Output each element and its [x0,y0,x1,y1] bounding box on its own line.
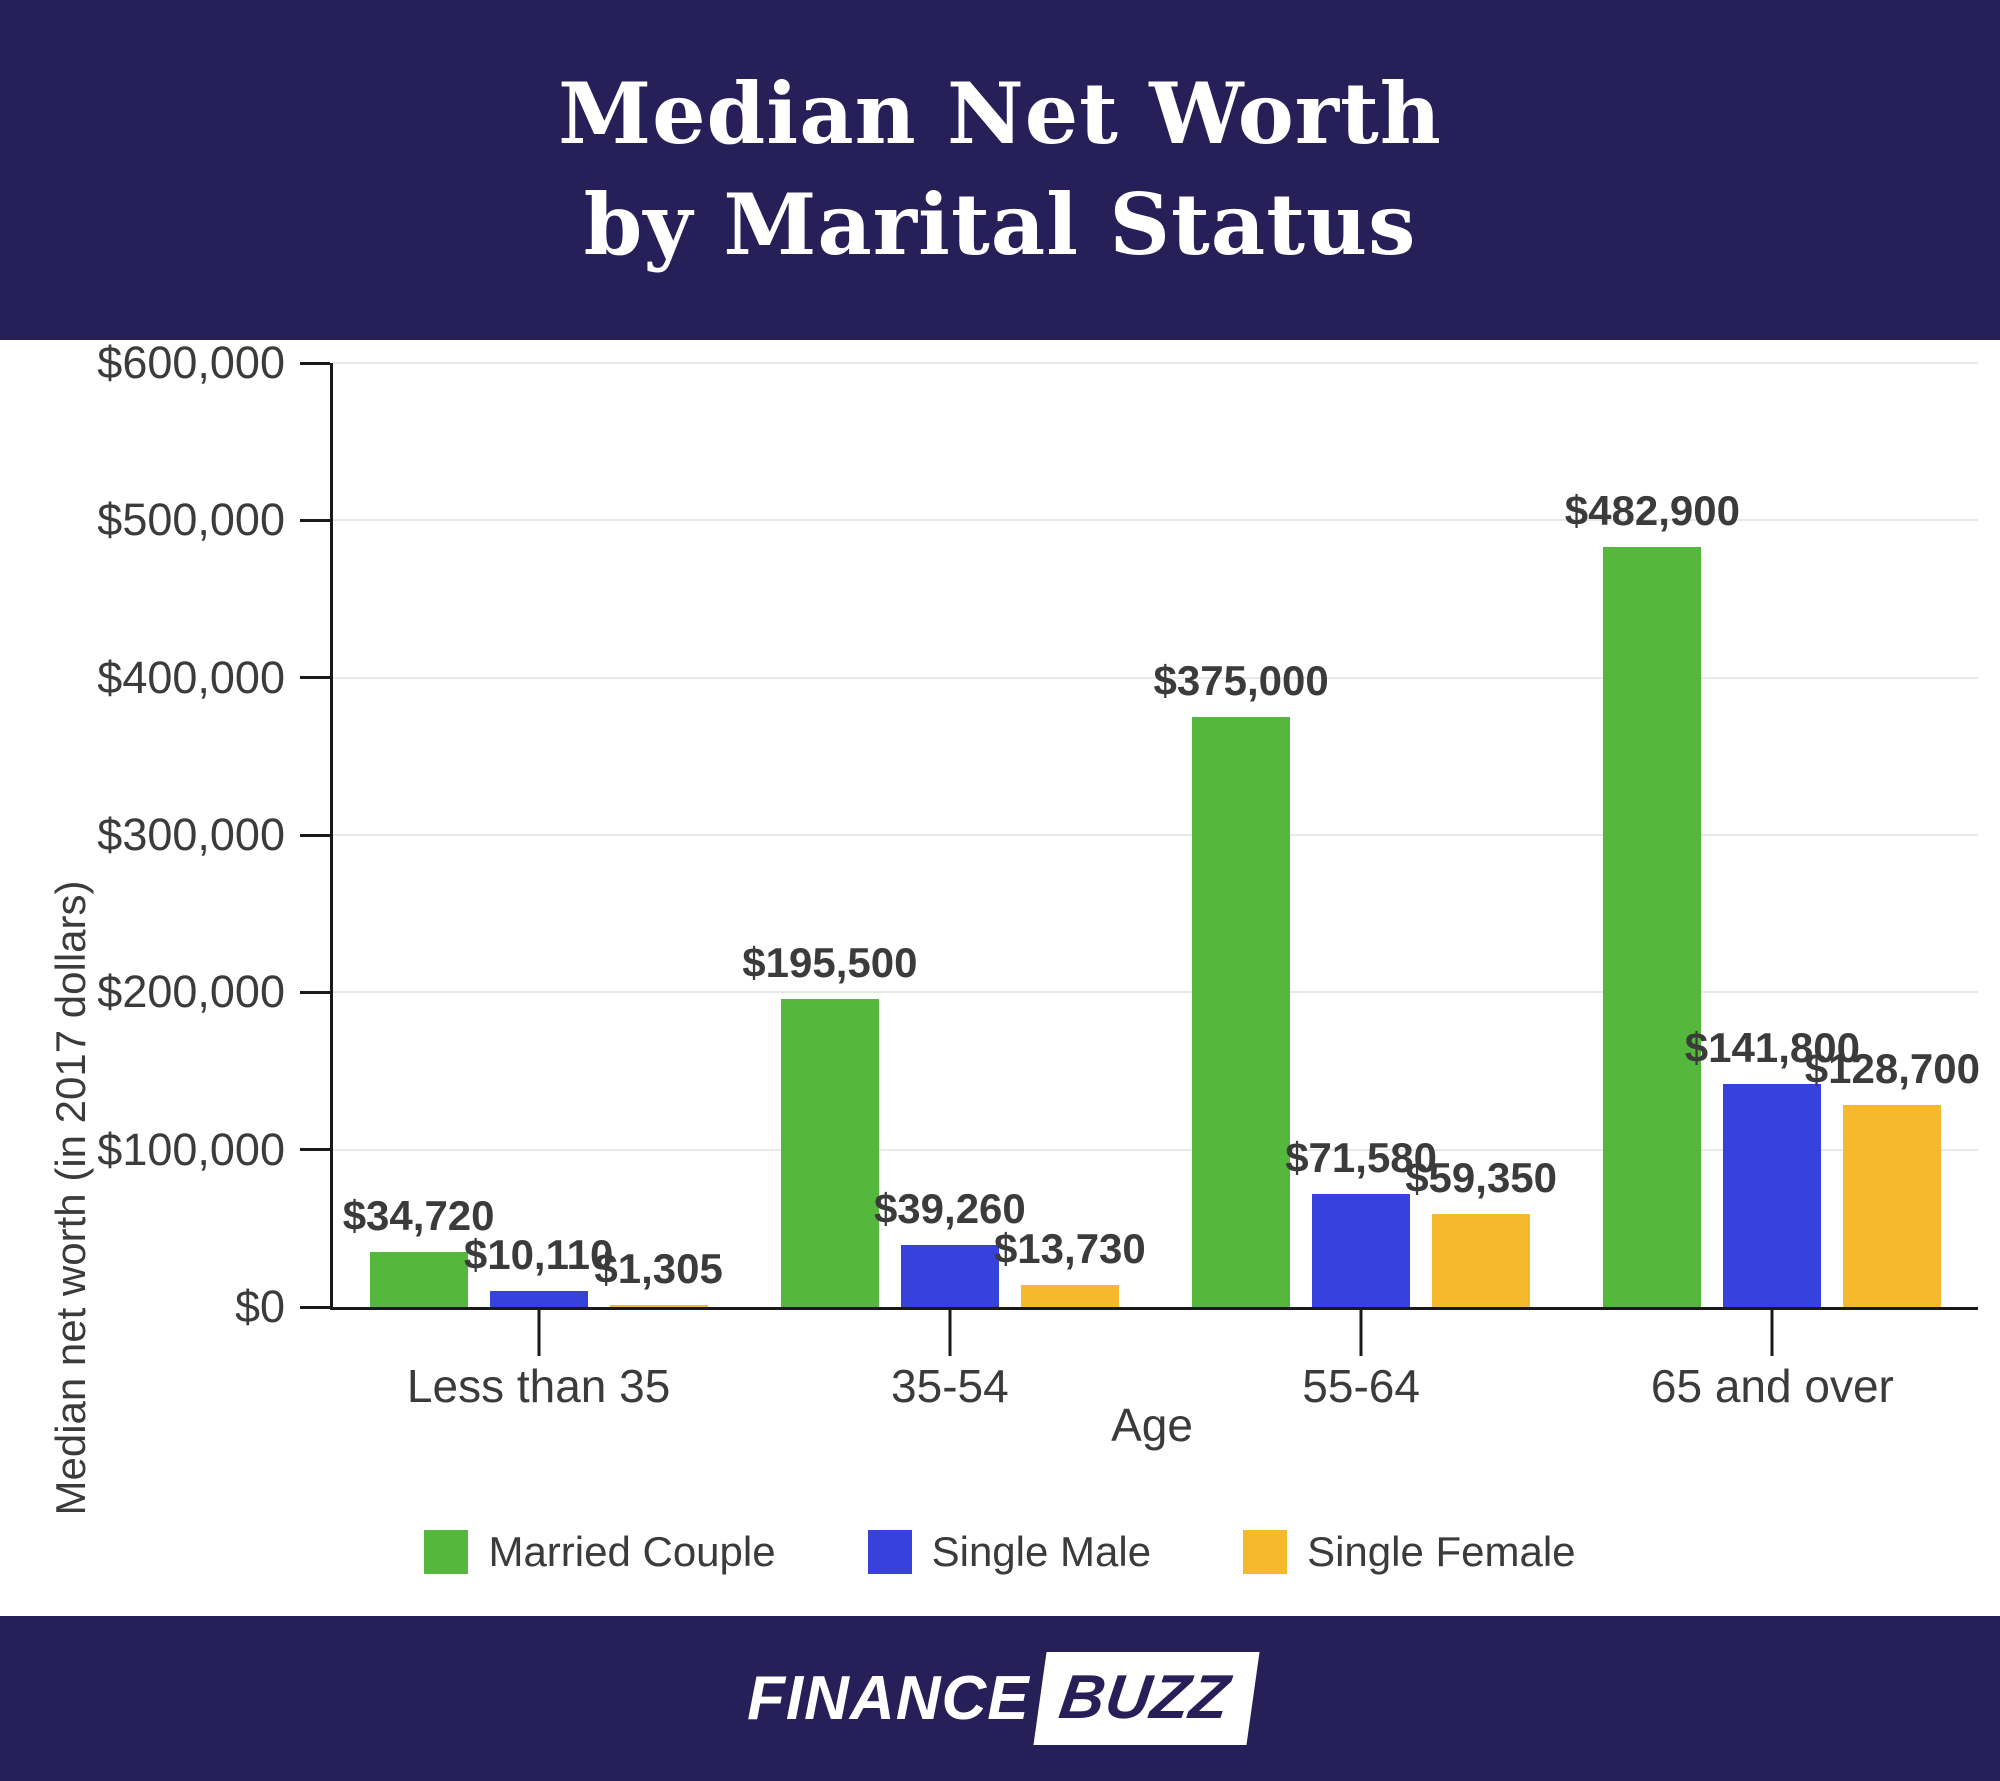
logo-buzz-box: BUZZ [1033,1652,1260,1745]
logo-finance-text: FINANCE [747,1664,1030,1733]
x-tick-label-65-and-over: 65 and over [1650,1360,1894,1412]
bar-value-label-single-female-less-than-35: $1,305 [594,1244,723,1292]
header-band: Median Net Worth by Marital Status [0,0,2000,340]
bar-value-label-married-couple-65-and-over: $482,900 [1564,487,1740,535]
legend-label-single-male: Single Male [931,1528,1152,1575]
bar-value-label-single-female-65-and-over: $128,700 [1804,1044,1980,1092]
y-tick-300-000 [300,833,330,837]
footer-band: FINANCE BUZZ [0,1616,2000,1781]
y-tick-label-200-000: $200,000 [97,966,285,1018]
x-axis-title: Age [1111,1399,1193,1451]
bar-single-female-35-54 [1020,1285,1119,1307]
gridline-100-000 [333,1148,1978,1151]
x-tick-65-and-over [1770,1310,1774,1356]
gridline-200-000 [333,991,1978,994]
y-tick-500-000 [300,518,330,522]
gridline-300-000 [333,834,1978,836]
chart-title-line1: Median Net Worth [558,64,1442,164]
legend-item-single-male: Single Male [867,1528,1152,1576]
bar-value-label-married-couple-less-than-35: $34,720 [342,1192,495,1240]
gridline-600-000 [333,362,1978,364]
logo-buzz-text: BUZZ [1054,1663,1234,1732]
gridline-500-000 [333,519,1978,522]
bar-married-couple-65-and-over [1603,547,1702,1307]
x-tick-35-54 [948,1310,952,1356]
plot-area: Median net worth (in 2017 dollars) $0 $10… [47,337,1980,1516]
x-tick-55-64 [1359,1310,1363,1356]
legend-swatch-single-male [867,1530,912,1574]
y-tick-label-400-000: $400,000 [97,651,285,703]
y-tick-label-100-000: $100,000 [97,1123,285,1175]
chart-title: Median Net Worth by Marital Status [558,59,1442,281]
bar-married-couple-35-54 [780,999,879,1307]
gridline-400-000 [333,676,1978,679]
x-tick-less-than-35 [537,1310,541,1356]
legend-label-married-couple: Married Couple [488,1528,776,1575]
legend-swatch-single-female [1243,1530,1288,1574]
x-tick-label-less-than-35: Less than 35 [406,1360,671,1412]
bar-single-male-less-than-35 [489,1291,588,1307]
y-axis-title: Median net worth (in 2017 dollars) [47,880,94,1516]
y-tick-label-0: $0 [234,1281,285,1332]
y-tick-label-300-000: $300,000 [97,809,285,860]
x-tick-label-55-64: 55-64 [1302,1360,1420,1412]
y-tick-100-000 [300,1148,330,1152]
legend-item-single-female: Single Female [1243,1528,1576,1576]
chart-title-line2: by Marital Status [583,175,1417,274]
bar-married-couple-less-than-35 [369,1252,468,1307]
bar-single-female-65-and-over [1843,1104,1942,1307]
bar-single-male-35-54 [900,1245,999,1307]
bar-value-label-single-male-65-and-over: $141,800 [1684,1023,1860,1071]
bar-married-couple-55-64 [1192,717,1291,1307]
bar-value-label-single-female-55-64: $59,350 [1405,1153,1558,1201]
legend: Married Couple Single Male Single Female [0,1528,2000,1576]
bar-single-male-55-64 [1312,1194,1411,1307]
y-tick-400-000 [300,676,330,680]
bar-value-label-single-male-55-64: $71,580 [1285,1134,1438,1182]
y-tick-200-000 [300,990,330,994]
y-tick-label-500-000: $500,000 [97,494,285,546]
bar-value-label-single-female-35-54: $13,730 [993,1225,1146,1273]
y-tick-0 [300,1305,330,1309]
bar-value-label-single-male-35-54: $39,260 [873,1185,1026,1233]
bar-single-female-55-64 [1432,1213,1531,1307]
bar-value-label-married-couple-35-54: $195,500 [742,939,918,987]
bar-value-label-single-male-less-than-35: $10,110 [463,1231,614,1279]
legend-swatch-married-couple [424,1530,469,1574]
bar-single-female-less-than-35 [609,1304,708,1307]
financebuzz-logo: FINANCE BUZZ [747,1652,1260,1745]
legend-item-married-couple: Married Couple [424,1528,776,1576]
legend-label-single-female: Single Female [1307,1528,1576,1575]
bar-single-male-65-and-over [1723,1083,1822,1307]
y-tick-label-600-000: $600,000 [97,337,285,388]
bar-value-label-married-couple-55-64: $375,000 [1153,657,1329,704]
y-tick-600-000 [300,361,330,365]
x-tick-label-35-54: 35-54 [891,1360,1009,1412]
